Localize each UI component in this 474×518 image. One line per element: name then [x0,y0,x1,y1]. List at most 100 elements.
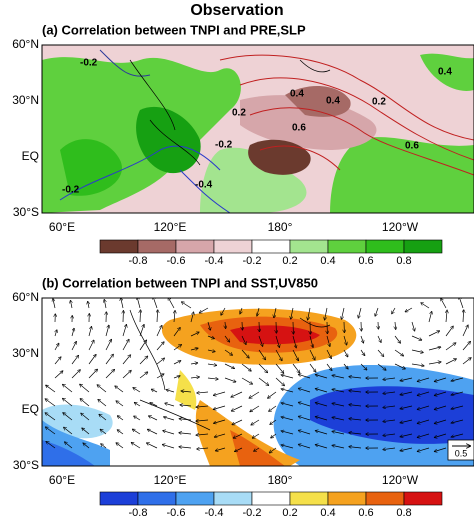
wind-vector [240,307,242,314]
wind-vector [82,428,90,435]
wind-vector [315,431,328,435]
colorbar-label: 0.8 [396,507,411,518]
wind-vector [131,443,141,449]
wind-vector [45,399,56,407]
wind-vector [428,312,432,323]
wind-vector [70,301,72,309]
colorbar-label: -0.6 [167,255,186,267]
wind-vector [411,364,424,366]
map-a [42,45,474,213]
wind-vector [45,413,56,421]
wind-vector [428,347,441,351]
wind-vector [417,391,430,395]
wind-vector [196,434,209,435]
wind-vector [383,392,396,394]
wind-vector [150,403,158,407]
wind-vector [216,447,226,451]
wind-vector [435,447,447,452]
wind-vector [451,433,464,437]
wind-vector [326,363,332,370]
wind-vector [190,348,198,350]
wind-vector [156,358,164,365]
lon-label: 60°E [49,220,75,234]
wind-vector [275,363,284,373]
colorbar-label: -0.6 [167,507,186,518]
colorbar-label: -0.2 [243,255,262,267]
contour-label: 0.4 [438,67,452,78]
contour-label: 0.6 [292,123,306,134]
wind-vector [224,349,232,355]
wind-vector [196,406,209,407]
contour-label: -0.4 [195,180,213,191]
wind-vector [299,430,311,435]
wind-vector [105,354,113,365]
wind-vector [332,403,345,407]
map-frame [41,297,474,467]
wind-vector [349,405,362,406]
lat-label: 30°S [13,205,39,219]
wind-vector [377,335,381,342]
wind-vector [332,375,345,379]
wind-vector [88,355,96,365]
wind-vector [54,357,61,365]
wind-vector [101,444,107,449]
wind-vector [325,307,328,320]
wind-vector [271,433,277,438]
wind-vector [207,321,210,330]
wind-vector [168,298,175,309]
wind-vector [118,416,124,421]
wind-vector [173,328,180,337]
wind-vector [214,419,226,423]
lat-label: EQ [22,402,39,416]
wind-vector [291,307,294,319]
lat-label: EQ [22,149,39,163]
wind-vector [179,447,192,448]
map-b [42,298,474,466]
wind-vector [445,343,456,351]
map-frame [41,44,474,214]
colorbar-box [251,491,291,506]
wind-vector [122,325,126,337]
wind-vector [258,335,263,346]
wind-vector [65,442,73,449]
figure-title: Observation [190,2,283,19]
wind-vector [121,298,124,309]
wind-vector [435,405,447,410]
wind-vector [224,377,236,382]
wind-vector [46,442,56,449]
wind-vector [81,413,90,421]
wind-vector [99,414,107,421]
wind-vector [332,431,345,435]
wind-vector [258,363,267,373]
wind-vector [377,363,386,370]
wind-vector [117,430,124,435]
wind-vector [221,307,226,315]
panel-title: (b) Correlation between TNPI and SST,UV8… [42,275,318,290]
wind-vector [46,385,56,393]
wind-vector [232,405,243,411]
wind-vector [149,416,158,421]
wind-vector [299,444,311,449]
wind-vector [315,375,328,379]
wind-vector [441,298,447,309]
wind-vector [400,391,413,395]
wind-vector [139,340,146,351]
wind-vector [421,303,430,309]
wind-vector [88,327,91,337]
wind-vector [360,349,365,355]
wind-vector [281,417,294,421]
wind-vector [88,369,97,379]
colorbar-box [213,239,253,254]
wind-vector [153,298,158,309]
wind-vector [377,349,384,356]
colorbar-label: -0.4 [205,255,224,267]
wind-vector [299,416,311,421]
wind-vector [435,377,447,382]
wind-vector [395,321,396,329]
lon-label: 120°W [382,220,419,234]
vector-key-label: 0.5 [455,448,468,458]
colorbar-label: 0.6 [358,507,373,518]
wind-vector [274,307,277,318]
wind-vector [174,311,175,323]
wind-vector [182,302,192,309]
